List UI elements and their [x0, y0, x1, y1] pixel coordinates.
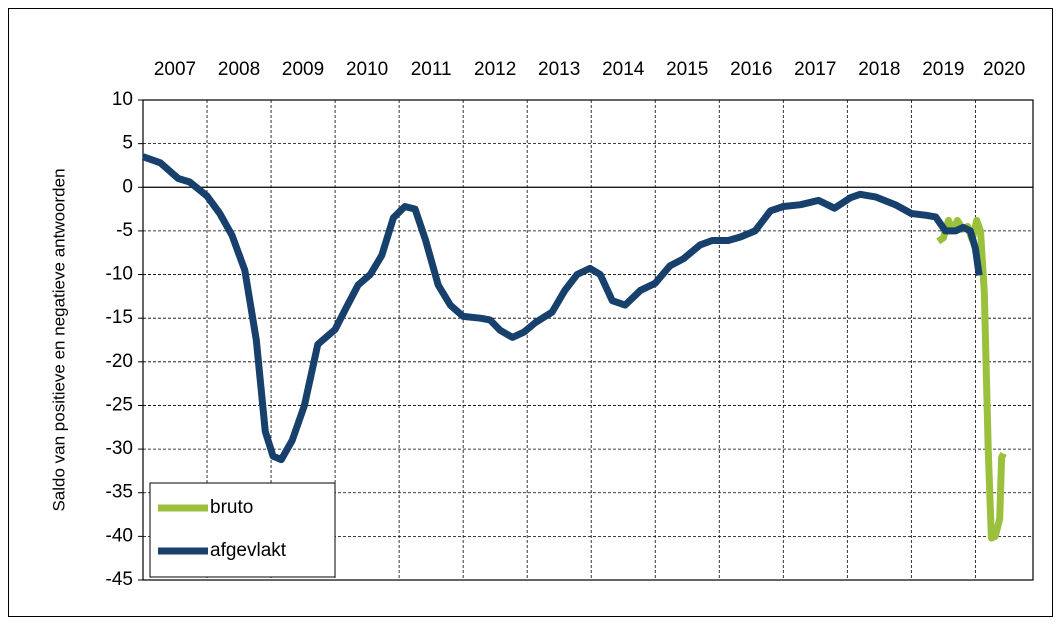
- y-axis-label: Saldo van positieve en negatieve antwoor…: [49, 168, 68, 511]
- x-tick-label: 2013: [538, 59, 580, 80]
- legend-label: bruto: [210, 497, 253, 518]
- x-tick-label: 2010: [346, 59, 388, 80]
- x-tick-label: 2009: [282, 59, 324, 80]
- y-tick-label: -40: [106, 525, 133, 546]
- y-tick-label: 5: [122, 133, 133, 154]
- y-tick-label: -45: [106, 569, 133, 590]
- x-tick-label: 2019: [922, 59, 964, 80]
- y-tick-label: -5: [116, 220, 133, 241]
- x-tick-label: 2015: [666, 59, 708, 80]
- y-tick-label: -35: [106, 482, 133, 503]
- y-tick-label: 0: [122, 176, 133, 197]
- legend-box: [149, 482, 336, 578]
- series-line: [141, 153, 983, 464]
- x-tick-label: 2008: [218, 59, 260, 80]
- y-tick-label: -10: [106, 264, 133, 285]
- y-tick-label: -15: [106, 307, 133, 328]
- x-tick-label: 2012: [474, 59, 516, 80]
- plot-border: [142, 99, 1034, 581]
- legend-label: afgevlakt: [210, 540, 287, 561]
- x-tick-label: 2014: [602, 59, 645, 80]
- chart-border: [8, 8, 1053, 617]
- y-tick-label: -20: [106, 351, 133, 372]
- legend: bruto afgevlakt: [149, 482, 336, 578]
- x-tick-label: 2016: [730, 59, 772, 80]
- x-tick-label: 2020: [983, 59, 1025, 80]
- x-tick-label: 2018: [858, 59, 900, 80]
- x-tick-label: 2007: [154, 59, 196, 80]
- y-tick-label: 10: [112, 89, 133, 110]
- y-tick-label: -25: [106, 394, 133, 415]
- x-tick-label: 2017: [794, 59, 836, 80]
- y-tick-label: -30: [106, 438, 133, 459]
- x-tick-label: 2011: [411, 59, 452, 80]
